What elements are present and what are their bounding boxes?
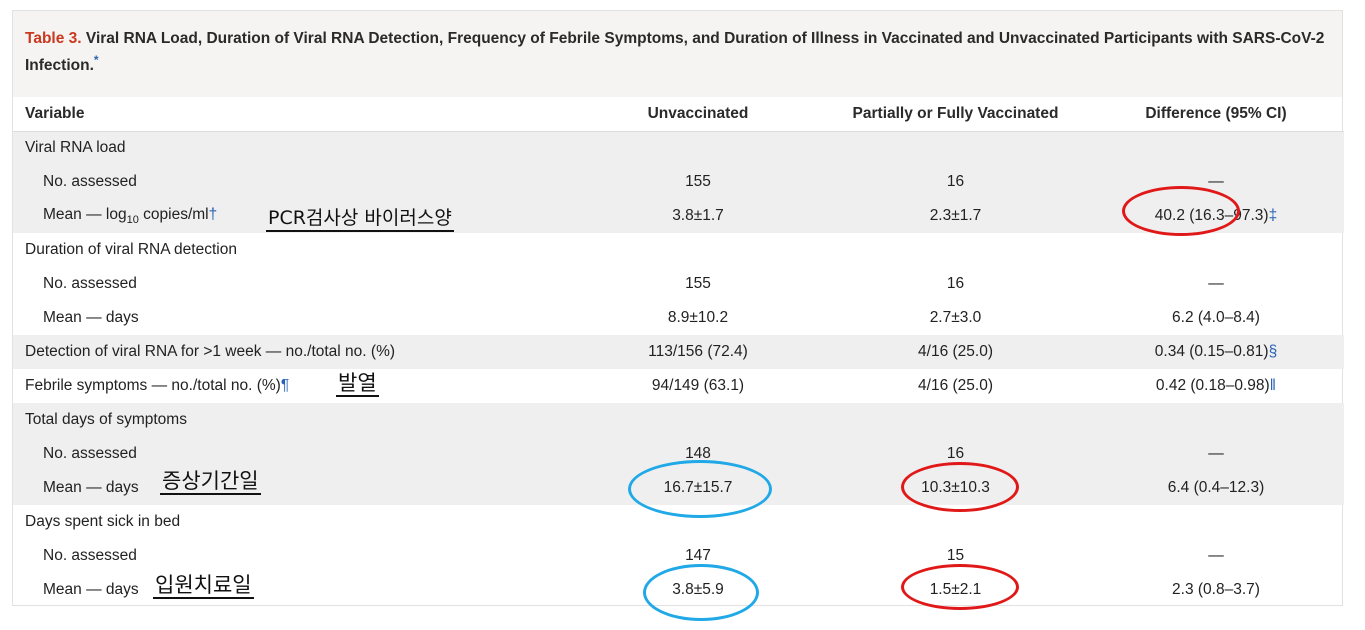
row-label-viral-load: Viral RNA load: [25, 139, 126, 157]
highlight-circle-unvacc-bed: [643, 564, 759, 621]
footnote-section-link[interactable]: §: [1268, 343, 1278, 360]
cell-difference: —: [1208, 547, 1224, 564]
header-difference: Difference (95% CI): [1145, 104, 1287, 122]
table-caption: Table 3. Viral RNA Load, Duration of Vir…: [13, 11, 1342, 97]
table-row: Detection of viral RNA for >1 week — no.…: [13, 335, 1344, 369]
row-label-febrile: Febrile symptoms — no./total no. (%)¶: [25, 377, 290, 394]
cell-unvaccinated: 94/149 (63.1): [651, 377, 745, 394]
row-label-symptoms: Total days of symptoms: [25, 411, 187, 428]
annotation-bed-days: 입원치료일: [153, 573, 254, 599]
cell-unvaccinated: 113/156 (72.4): [648, 343, 748, 360]
cell-vaccinated: 4/16 (25.0): [918, 343, 993, 360]
row-label: Mean — days: [43, 581, 139, 598]
footnote-pilcrow-link[interactable]: ¶: [280, 377, 290, 394]
cell-difference: —: [1208, 445, 1224, 462]
footnote-parallel-link[interactable]: ‖: [1269, 377, 1277, 394]
table-row: Febrile symptoms — no./total no. (%)¶ 94…: [13, 369, 1344, 403]
highlight-circle-unvacc-symptoms: [628, 460, 772, 518]
highlight-circle-vacc-bed: [901, 564, 1019, 610]
row-label: No. assessed: [43, 275, 137, 292]
table-header-row: Variable Unvaccinated Partially or Fully…: [13, 97, 1344, 131]
table-row: No. assessed 147 15 —: [13, 539, 1344, 573]
row-label-bed: Days spent sick in bed: [25, 513, 181, 530]
caption-footnote-link[interactable]: *: [93, 52, 99, 67]
cell-unvaccinated: 155: [685, 275, 711, 292]
caption-text: Viral RNA Load, Duration of Viral RNA De…: [25, 30, 1325, 74]
annotation-viral-load: PCR검사상 바이러스양: [266, 207, 454, 232]
cell-vaccinated: 16: [946, 173, 965, 190]
cell-unvaccinated: 148: [685, 445, 711, 462]
table-card: Table 3. Viral RNA Load, Duration of Vir…: [12, 10, 1344, 607]
cell-difference: 6.2 (4.0–8.4): [1172, 309, 1260, 326]
table-label: Table 3.: [25, 30, 82, 47]
cell-vaccinated: 2.7±3.0: [929, 309, 982, 326]
header-vaccinated: Partially or Fully Vaccinated: [852, 104, 1059, 122]
row-label: No. assessed: [43, 173, 137, 190]
cell-difference: 2.3 (0.8–3.7): [1172, 581, 1260, 598]
cell-difference: —: [1208, 275, 1224, 292]
row-label: Mean — days: [43, 479, 139, 496]
footnote-double-dagger-link[interactable]: ‡: [1268, 207, 1278, 224]
annotation-symptom-days: 증상기간일: [160, 469, 261, 495]
cell-difference: 0.34 (0.15–0.81)§: [1154, 343, 1278, 360]
row-label-detection-week: Detection of viral RNA for >1 week — no.…: [25, 343, 396, 360]
row-label: Mean — days: [43, 309, 139, 326]
table-row: No. assessed 155 16 —: [13, 165, 1344, 199]
table-row: No. assessed 155 16 —: [13, 267, 1344, 301]
cell-unvaccinated: 155: [685, 173, 711, 190]
results-table: Variable Unvaccinated Partially or Fully…: [13, 97, 1344, 607]
footnote-dagger-link[interactable]: †: [208, 205, 218, 223]
row-label: No. assessed: [43, 547, 137, 564]
table-row: Duration of viral RNA detection: [13, 233, 1344, 267]
cell-vaccinated: 2.3±1.7: [929, 207, 982, 224]
cell-vaccinated: 4/16 (25.0): [918, 377, 993, 394]
row-label-duration: Duration of viral RNA detection: [25, 241, 237, 258]
cell-unvaccinated: 8.9±10.2: [667, 309, 729, 326]
cell-difference: —: [1208, 173, 1224, 190]
annotation-fever: 발열: [336, 371, 379, 397]
table-row: Days spent sick in bed: [13, 505, 1344, 539]
cell-difference: 6.4 (0.4–12.3): [1167, 479, 1265, 496]
header-unvaccinated: Unvaccinated: [647, 104, 749, 122]
header-variable: Variable: [25, 104, 85, 122]
row-label-viral-load-mean: Mean — log10 copies/ml†: [43, 205, 218, 227]
cell-difference: 0.42 (0.18–0.98)‖: [1155, 377, 1277, 394]
row-label: No. assessed: [43, 445, 137, 462]
highlight-circle-vacc-symptoms: [901, 462, 1019, 512]
cell-vaccinated: 16: [946, 275, 965, 292]
cell-vaccinated: 15: [946, 547, 965, 564]
table-row: Mean — days 8.9±10.2 2.7±3.0 6.2 (4.0–8.…: [13, 301, 1344, 335]
table-row: Total days of symptoms: [13, 403, 1344, 437]
highlight-circle-difference-viral-load: [1122, 186, 1240, 236]
cell-unvaccinated: 147: [685, 547, 711, 564]
cell-vaccinated: 16: [946, 445, 965, 462]
table-row: Viral RNA load: [13, 131, 1344, 165]
cell-unvaccinated: 3.8±1.7: [672, 207, 724, 224]
